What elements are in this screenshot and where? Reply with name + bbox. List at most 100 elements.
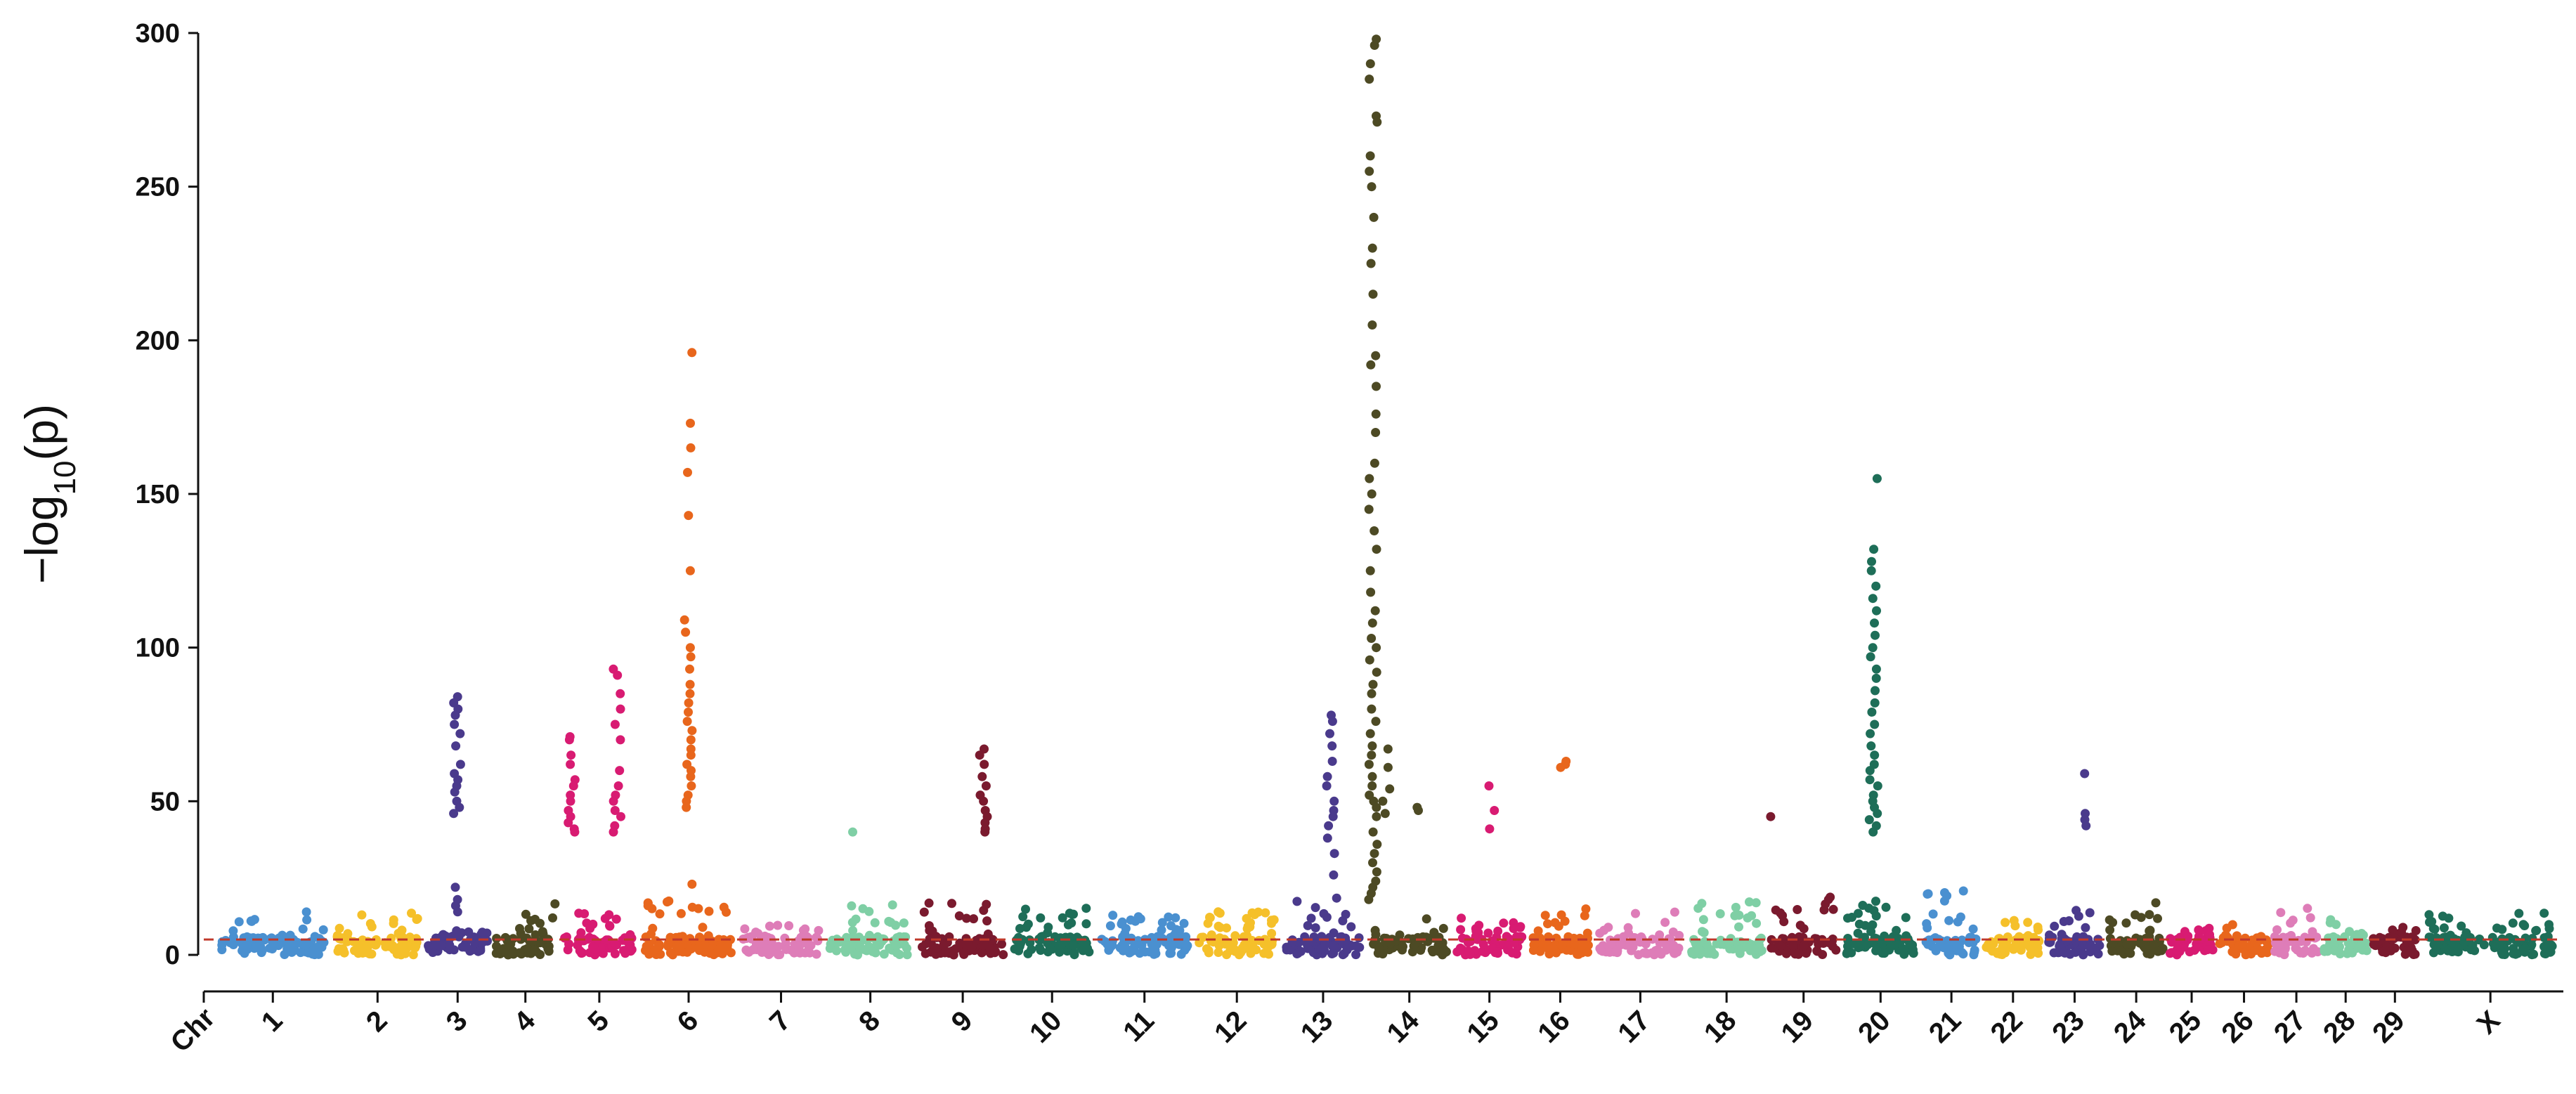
snp-point bbox=[1108, 911, 1118, 920]
peak-snp-point bbox=[1870, 698, 1880, 708]
peak-snp-point bbox=[1367, 704, 1377, 714]
peak-snp-point bbox=[1367, 634, 1377, 643]
peak-snp-point bbox=[1485, 824, 1495, 834]
snp-point bbox=[476, 946, 486, 956]
peak-snp-point bbox=[686, 418, 695, 428]
peak-snp-point bbox=[1868, 594, 1878, 604]
snp-point bbox=[2091, 943, 2101, 953]
snp-point bbox=[1121, 924, 1131, 933]
snp-point bbox=[1798, 932, 1808, 942]
snp-point bbox=[1346, 922, 1356, 932]
snp-point bbox=[704, 906, 714, 916]
peak-snp-point bbox=[1490, 806, 1500, 815]
snp-point bbox=[2459, 937, 2469, 946]
peak-snp-point bbox=[1329, 870, 1339, 880]
snp-point bbox=[1242, 913, 1251, 923]
snp-point bbox=[780, 933, 790, 943]
peak-snp-point bbox=[1866, 729, 1875, 738]
x-tick-label-chr-23: 23 bbox=[2046, 1005, 2090, 1049]
peak-snp-point bbox=[980, 827, 990, 837]
snp-point bbox=[925, 925, 935, 935]
peak-snp-point bbox=[1380, 809, 1390, 819]
peak-snp-point bbox=[684, 708, 693, 717]
snp-point bbox=[477, 927, 487, 937]
snp-point bbox=[1166, 921, 1176, 930]
snp-point bbox=[1015, 939, 1025, 949]
peak-snp-point bbox=[1364, 894, 1374, 904]
snp-point bbox=[1179, 918, 1189, 928]
snp-point bbox=[1222, 923, 1231, 933]
snp-point bbox=[2272, 939, 2282, 949]
peak-snp-point bbox=[685, 689, 695, 698]
x-tick-label-chr-3: 3 bbox=[441, 1005, 474, 1038]
peak-snp-point bbox=[451, 741, 461, 751]
snp-point bbox=[1261, 908, 1270, 918]
peak-snp-point bbox=[1372, 812, 1381, 821]
snp-point bbox=[2153, 913, 2162, 923]
snp-point bbox=[2222, 923, 2232, 933]
snp-point bbox=[2071, 906, 2081, 916]
snp-point bbox=[872, 937, 882, 946]
y-axis-title-prefix: −log bbox=[15, 495, 67, 585]
snp-point bbox=[2427, 917, 2437, 927]
snp-point bbox=[588, 942, 597, 951]
snp-point bbox=[514, 948, 524, 958]
peak-snp-point bbox=[980, 760, 989, 769]
snp-point bbox=[924, 898, 934, 908]
chromosome-6-points bbox=[641, 348, 736, 960]
snp-point bbox=[2079, 950, 2088, 960]
snp-point bbox=[1619, 932, 1629, 942]
x-tick-label-chr-10: 10 bbox=[1024, 1005, 1068, 1049]
snp-point bbox=[1901, 913, 1911, 923]
snp-point bbox=[891, 920, 900, 930]
snp-point bbox=[2457, 921, 2466, 931]
snp-point bbox=[1422, 914, 1431, 924]
snp-point bbox=[1058, 913, 1067, 923]
snp-point bbox=[1296, 946, 1306, 956]
y-axis-title-suffix: (p) bbox=[15, 404, 67, 461]
peak-snp-point bbox=[566, 796, 575, 806]
snp-point bbox=[1303, 944, 1313, 953]
x-tick-label-chr-11: 11 bbox=[1117, 1005, 1160, 1048]
snp-point bbox=[1034, 943, 1044, 953]
snp-point bbox=[424, 942, 434, 951]
peak-snp-point bbox=[450, 710, 460, 720]
snp-point bbox=[524, 924, 534, 934]
snp-point bbox=[2398, 923, 2408, 932]
snp-point bbox=[1928, 909, 1938, 919]
peak-snp-point bbox=[1865, 766, 1875, 776]
x-tick-label-chr-7: 7 bbox=[764, 1005, 797, 1038]
snp-point bbox=[1826, 892, 1835, 902]
peak-snp-point bbox=[1364, 504, 1374, 514]
chromosome-20-points bbox=[1842, 474, 1918, 959]
snp-point bbox=[2331, 920, 2341, 930]
peak-snp-point bbox=[1367, 771, 1377, 781]
peak-snp-point bbox=[1365, 729, 1375, 738]
snp-point bbox=[1310, 923, 1320, 932]
snp-point bbox=[902, 950, 912, 960]
snp-point bbox=[1724, 938, 1734, 948]
snp-point bbox=[2520, 933, 2530, 943]
snp-point bbox=[298, 924, 308, 934]
snp-point bbox=[2343, 938, 2353, 948]
snp-point bbox=[1342, 945, 1352, 955]
snp-point bbox=[1269, 915, 1279, 925]
peak-snp-point bbox=[1367, 243, 1377, 253]
y-axis: 0 50 100 150 200 250 300 bbox=[136, 19, 200, 970]
peak-snp-point bbox=[977, 771, 987, 781]
snp-point bbox=[1754, 937, 1764, 946]
peak-snp-point bbox=[1484, 781, 1494, 790]
snp-point bbox=[1413, 932, 1423, 942]
snp-point bbox=[1245, 922, 1255, 932]
snp-point bbox=[1429, 927, 1439, 937]
snp-point bbox=[389, 915, 398, 925]
peak-snp-point bbox=[1868, 827, 1878, 837]
snp-point bbox=[1877, 938, 1887, 948]
snp-point bbox=[2470, 946, 2480, 956]
snp-point bbox=[1303, 920, 1313, 930]
snp-point bbox=[1327, 942, 1337, 951]
snp-point bbox=[2251, 946, 2260, 956]
y-axis-title-subscript: 10 bbox=[48, 461, 82, 495]
snp-point bbox=[1799, 941, 1809, 951]
snp-point bbox=[2286, 918, 2296, 928]
